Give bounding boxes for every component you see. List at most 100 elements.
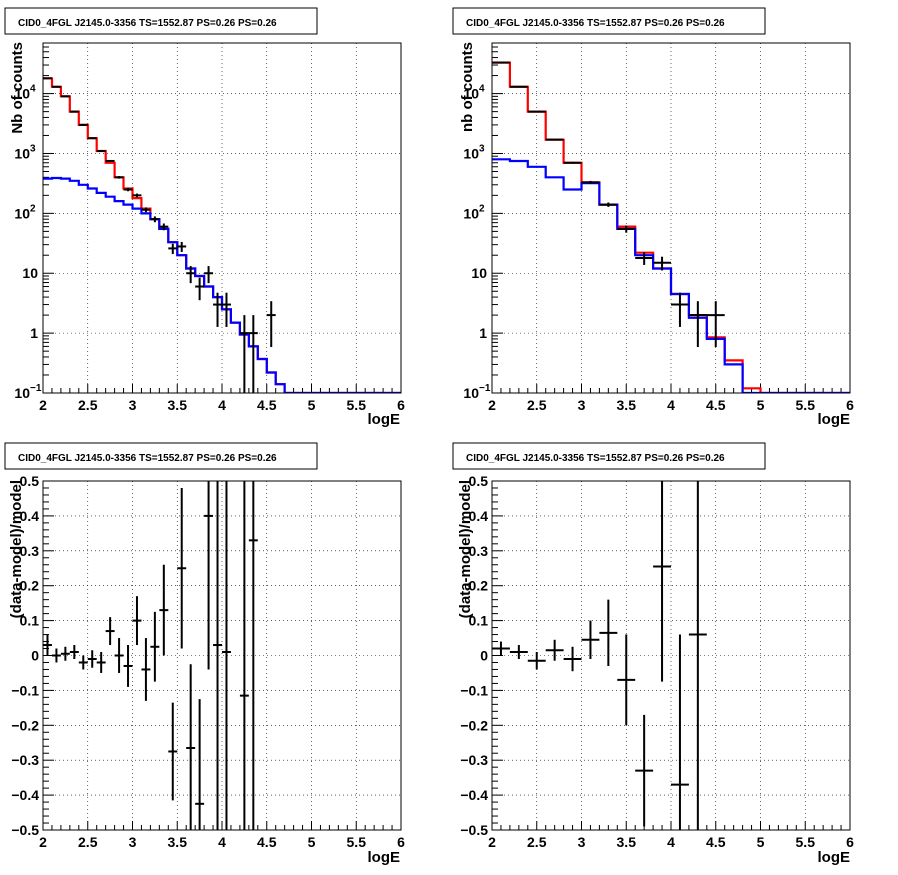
x-tick-label: 4 (218, 397, 226, 413)
y-tick-label: −0.3 (11, 752, 39, 768)
data-point (69, 645, 79, 659)
x-tick-label: 4 (667, 834, 675, 850)
data-point (527, 652, 546, 670)
plot-frame (42, 42, 402, 394)
x-tick-label: 2.5 (78, 834, 98, 850)
data-point (105, 617, 115, 646)
plot-frame (491, 480, 851, 831)
y-tick-label: 10 (463, 86, 479, 102)
y-tick-label: 0.2 (20, 578, 40, 594)
x-axis-label: logE (818, 849, 851, 866)
data-point (168, 243, 178, 255)
y-tick-exponent: 2 (30, 203, 36, 214)
data-point (78, 123, 88, 126)
data-point (87, 650, 97, 668)
y-tick-label: 0.3 (20, 543, 40, 559)
plot-frame (491, 42, 851, 394)
data-point (706, 301, 725, 348)
x-tick-label: 4.5 (706, 834, 726, 850)
panel-bottom-right: CID0_4FGL J2145.0-3356 TS=1552.87 PS=0.2… (452, 442, 854, 866)
data-point (195, 277, 205, 301)
x-tick-label: 4.5 (257, 397, 277, 413)
data-point (141, 207, 151, 213)
x-tick-label: 3 (578, 397, 586, 413)
data-point (617, 225, 636, 233)
data-point (599, 599, 618, 666)
data-point (150, 611, 160, 682)
model-source-histogram (492, 158, 850, 393)
x-tick-label: 3 (578, 834, 586, 850)
y-tick-label: 10 (463, 145, 479, 161)
y-tick-exponent: −1 (479, 383, 491, 394)
x-tick-label: 5 (757, 397, 765, 413)
data-point (545, 138, 564, 141)
data-layer (492, 481, 707, 830)
y-tick-exponent: 4 (30, 84, 36, 95)
y-tick-label: 10 (463, 385, 479, 401)
x-tick-label: 5 (308, 834, 316, 850)
panel-title: CID0_4FGL J2145.0-3356 TS=1552.87 PS=0.2… (466, 18, 725, 29)
y-tick-label: 10 (14, 145, 30, 161)
data-point (123, 187, 133, 192)
data-point (671, 634, 689, 830)
plot-frame (42, 480, 402, 831)
y-tick-exponent: 2 (479, 203, 485, 214)
data-point (266, 301, 276, 348)
data-point (96, 652, 106, 673)
y-tick-label: −0.5 (460, 822, 488, 838)
x-tick-label: 6 (397, 397, 405, 413)
y-axis-label: Nb of counts (9, 42, 26, 134)
data-point (123, 645, 133, 687)
panel-top-right: CID0_4FGL J2145.0-3356 TS=1552.87 PS=0.2… (452, 7, 854, 428)
data-point (60, 95, 70, 98)
data-point (159, 564, 169, 656)
y-tick-label: 0.4 (469, 508, 489, 524)
y-tick-label: 10 (14, 205, 30, 221)
y-axis-label: nb of counts (459, 42, 476, 132)
plot-area: 2 2.5 3 3.5 4 4.5 5 5.5 6 −0.5 −0.4 −0.3 −0.2 −0.1 0 0.… (460, 473, 854, 850)
data-point (60, 646, 70, 661)
data-point (96, 150, 106, 153)
data-point (213, 481, 222, 830)
x-tick-label: 2.5 (78, 397, 98, 413)
x-tick-label: 3.5 (168, 397, 188, 413)
model-source-histogram (43, 176, 401, 393)
y-tick-label: 0.5 (469, 473, 489, 489)
data-point (51, 648, 61, 663)
data-point (635, 714, 654, 827)
data-point (177, 241, 187, 252)
data-point (195, 699, 205, 830)
data-point (635, 252, 654, 265)
y-tick-label: 10 (14, 86, 30, 102)
data-point (43, 634, 52, 656)
panel-top-left: CID0_4FGL J2145.0-3356 TS=1552.87 PS=0.2… (4, 7, 405, 428)
data-point (563, 161, 582, 164)
data-point (105, 159, 115, 162)
y-tick-label: 0.2 (469, 578, 489, 594)
y-axis-label: (data-model)/model (8, 480, 25, 618)
x-tick-label: 6 (397, 834, 405, 850)
data-point (186, 266, 196, 284)
data-point (599, 202, 618, 207)
data-point (563, 646, 582, 672)
x-tick-label: 2 (488, 834, 496, 850)
data-point (581, 180, 600, 184)
y-tick-label: 0.3 (469, 543, 489, 559)
title-box (4, 442, 318, 470)
y-tick-exponent: 3 (479, 143, 485, 154)
y-tick-label: 1 (479, 325, 487, 341)
data-point (653, 481, 671, 682)
data-point (168, 702, 178, 801)
y-tick-label: 0 (480, 648, 488, 664)
x-tick-label: 3 (129, 397, 137, 413)
data-point (186, 664, 196, 830)
data-point (653, 256, 671, 271)
data-point (204, 481, 214, 670)
x-tick-label: 4.5 (706, 397, 726, 413)
plot-area: 2 2.5 3 3.5 4 4.5 5 5.5 6 −0.5 −0.4 −0.3 −0.2 −0.1 0 0.… (11, 473, 405, 850)
data-point (688, 301, 707, 348)
x-tick-label: 5 (308, 397, 316, 413)
